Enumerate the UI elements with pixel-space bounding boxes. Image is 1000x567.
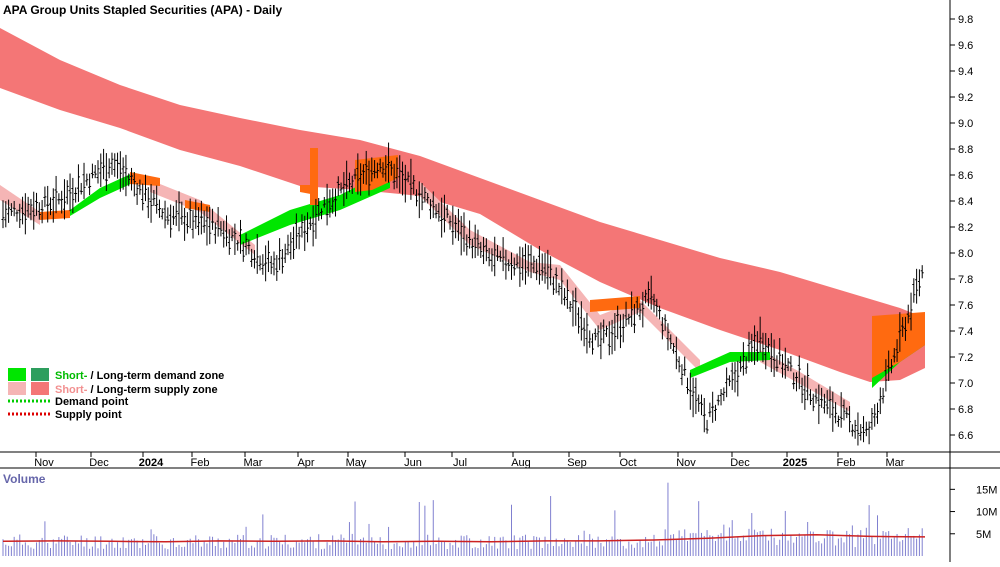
price-tick-label: 7.4 [958,326,973,338]
price-tick-label: 8.6 [958,170,973,182]
date-tick-label: Sep [567,457,587,469]
zone-overlap-area [185,200,210,212]
date-tick-label: May [346,457,367,469]
date-tick-label: Dec [89,457,109,469]
date-tick-label: Mar [886,457,905,469]
legend-short-demand-swatch [8,368,26,381]
legend: Short- / Long-term demand zone Short- / … [8,368,224,421]
volume-tick-label: 10M [976,507,997,519]
legend-demand-point: Demand point [55,396,129,408]
volume-tick-label: 5M [976,529,991,541]
short-term-supply-area [420,182,700,372]
price-tick-label: 7.2 [958,352,973,364]
date-tick-label: Nov [34,457,54,469]
volume-tick-label: 15M [976,484,997,496]
price-tick-label: 9.2 [958,92,973,104]
price-tick-label: 9.6 [958,40,973,52]
price-tick-label: 9.4 [958,66,973,78]
short-term-supply-area [150,180,255,255]
volume-moving-average [2,533,926,543]
price-tick-label: 8.8 [958,144,973,156]
chart-title: APA Group Units Stapled Securities (APA)… [3,3,282,17]
price-tick-label: 7.0 [958,378,973,390]
price-axis: 9.8 9.6 9.4 9.2 9.0 8.8 8.6 8.4 8.2 8.0 7.8 7.6 7.4 7… [950,14,973,442]
date-tick-label: Oct [619,457,636,469]
date-tick-label: Feb [191,457,210,469]
price-tick-label: 7.8 [958,274,973,286]
zone-overlap-area [310,148,318,205]
price-tick-label: 6.8 [958,404,973,416]
legend-supply-point: Supply point [55,409,122,421]
date-tick-label: Aug [511,457,531,469]
legend-demand-zone: Short- / Long-term demand zone [55,370,224,382]
price-tick-label: 8.2 [958,222,973,234]
date-tick-label: Jul [453,457,467,469]
date-tick-label: Feb [837,457,856,469]
long-term-supply-band [0,28,925,382]
legend-supply-zone: Short- / Long-term supply zone [55,384,218,396]
legend-long-demand-swatch [31,368,49,381]
zone-overlap-area [590,296,640,312]
zone-overlap-area [872,312,925,378]
long-term-supply-area [0,28,925,382]
date-axis: Nov Dec 2024 Feb Mar Apr May Jun Jul Aug Sep Oct Nov… [34,452,905,469]
price-bars [1,142,924,446]
date-tick-label: Apr [297,457,314,469]
short-term-demand-area [690,352,770,378]
date-tick-label: 2025 [783,457,807,469]
legend-short-supply-swatch [8,382,26,395]
date-tick-label: Mar [244,457,263,469]
price-tick-label: 7.6 [958,300,973,312]
price-tick-label: 8.0 [958,248,973,260]
volume-title: Volume [3,472,46,486]
volume-bars [2,482,923,556]
volume-axis: 15M 10M 5M [950,484,997,541]
price-tick-label: 8.4 [958,196,973,208]
price-tick-label: 9.8 [958,14,973,26]
date-tick-label: Nov [676,457,696,469]
date-tick-label: 2024 [139,457,164,469]
price-tick-label: 9.0 [958,118,973,130]
price-tick-label: 6.6 [958,430,973,442]
legend-long-supply-swatch [31,382,49,395]
date-tick-label: Jun [404,457,422,469]
short-term-demand-area [70,172,135,216]
date-tick-label: Dec [730,457,750,469]
